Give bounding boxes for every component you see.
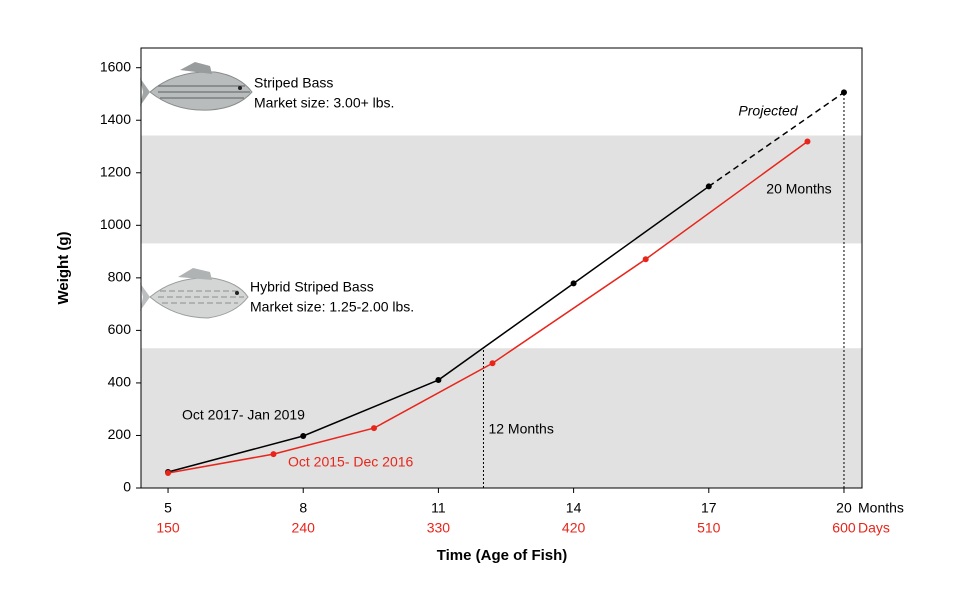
x-tick-label: 11 [431, 500, 446, 516]
annotation-title: Hybrid Striped Bass [250, 279, 374, 295]
x-tick-label: 20 [836, 500, 852, 516]
projected-line [708, 91, 845, 188]
data-point [804, 138, 811, 145]
y-tick-label: 800 [108, 269, 132, 285]
series-label: Oct 2017- Jan 2019 [182, 407, 305, 423]
data-point [165, 470, 172, 477]
x-axis-title: Time (Age of Fish) [437, 547, 568, 564]
data-point [270, 451, 277, 458]
x2-tick-label: 600 [832, 520, 856, 536]
data-point [705, 183, 712, 190]
data-point [570, 280, 577, 287]
annotation-text: Market size: 3.00+ lbs. [254, 95, 394, 111]
y-tick-label: 1200 [100, 163, 131, 179]
y-tick-label: 1400 [100, 111, 131, 127]
y-axis-title: Weight (g) [55, 231, 72, 304]
striped-bass-icon [140, 62, 253, 111]
reference-label: 12 Months [488, 421, 553, 437]
x2-unit-label: Days [858, 520, 890, 536]
data-point [300, 432, 307, 439]
projected-label: Projected [738, 103, 798, 119]
x-tick-label: 14 [566, 500, 582, 516]
band [141, 348, 862, 488]
y-tick-label: 1600 [100, 58, 131, 74]
data-point [840, 89, 847, 96]
x-tick-label: 5 [164, 500, 172, 516]
annotation-title: Striped Bass [254, 75, 333, 91]
y-tick-label: 400 [108, 374, 132, 390]
reference-label: 20 Months [766, 181, 831, 197]
data-point [489, 360, 496, 367]
band [141, 135, 862, 244]
y-tick-label: 0 [123, 479, 131, 495]
data-point [370, 425, 377, 432]
x-unit-label: Months [858, 500, 904, 516]
y-tick-label: 1000 [100, 216, 131, 232]
series-line [167, 140, 808, 474]
series-label: Oct 2015- Dec 2016 [288, 454, 414, 470]
x2-tick-label: 150 [156, 520, 180, 536]
x-tick-label: 17 [701, 500, 717, 516]
y-tick-label: 200 [108, 426, 132, 442]
plot-frame [140, 47, 863, 489]
data-point [435, 377, 442, 384]
hybrid-bass-icon [140, 268, 249, 319]
data-point [642, 256, 649, 263]
fish-icons [140, 62, 253, 319]
x2-tick-label: 330 [427, 520, 451, 536]
x-tick-label: 8 [299, 500, 307, 516]
x2-tick-label: 420 [562, 520, 586, 536]
x2-tick-label: 510 [697, 520, 721, 536]
annotation-text: Market size: 1.25-2.00 lbs. [250, 299, 414, 315]
y-tick-label: 600 [108, 321, 132, 337]
x2-tick-label: 240 [292, 520, 316, 536]
